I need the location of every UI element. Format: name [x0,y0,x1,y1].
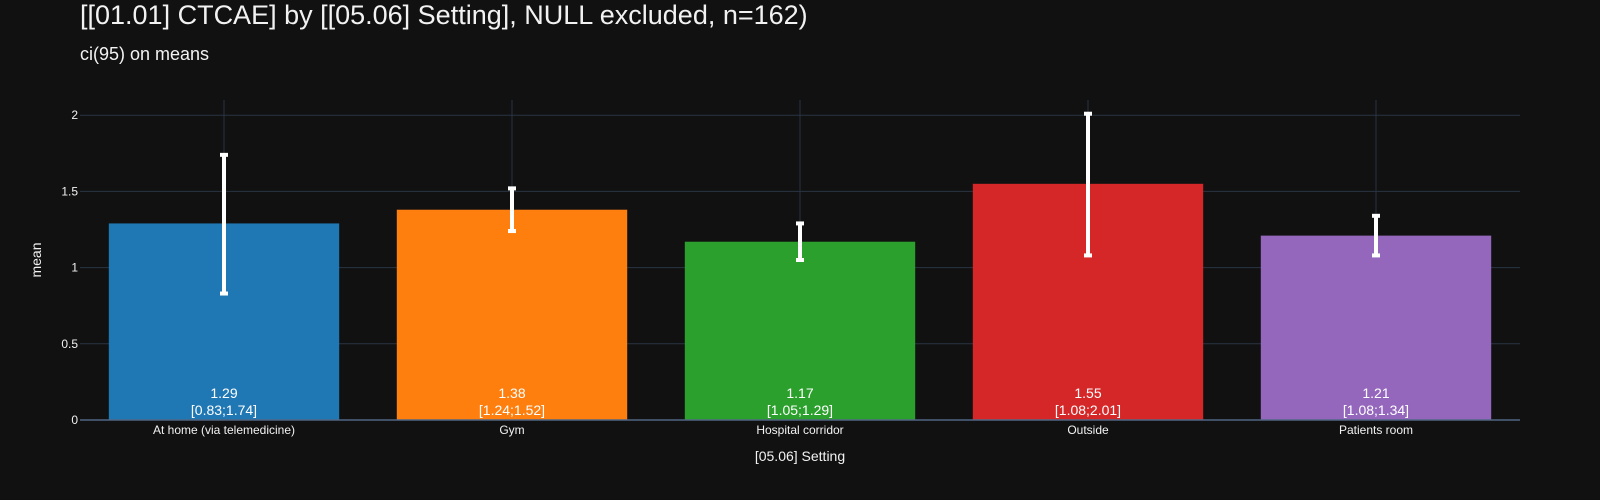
bar-ci-label: [1.08;2.01] [1055,402,1121,418]
x-tick-label: Patients room [1339,423,1413,437]
x-axis-title: [05.06] Setting [755,448,845,464]
x-tick-label: Outside [1067,423,1109,437]
x-tick-label: At home (via telemedicine) [153,423,295,437]
y-tick-label: 0 [71,413,78,427]
y-tick-label: 2 [71,108,78,122]
bar-value-label: 1.29 [210,385,237,401]
x-tick-label: Gym [499,423,524,437]
bar-value-label: 1.38 [498,385,525,401]
bar-ci-label: [1.08;1.34] [1343,402,1409,418]
x-tick-label: Hospital corridor [756,423,843,437]
bar-value-label: 1.17 [786,385,813,401]
bar [684,241,916,420]
bar-ci-label: [1.05;1.29] [767,402,833,418]
bar [1260,235,1492,420]
bar [396,209,628,420]
bar-ci-label: [0.83;1.74] [191,402,257,418]
chart-subtitle: ci(95) on means [80,44,210,64]
bar-ci-label: [1.24;1.52] [479,402,545,418]
bar-value-label: 1.55 [1074,385,1101,401]
chart-title: [[01.01] CTCAE] by [[05.06] Setting], NU… [80,0,808,30]
y-axis-title: mean [28,242,44,277]
bar-value-label: 1.21 [1362,385,1389,401]
y-tick-label: 0.5 [61,337,78,351]
y-tick-label: 1.5 [61,184,78,198]
y-tick-label: 1 [71,261,78,275]
